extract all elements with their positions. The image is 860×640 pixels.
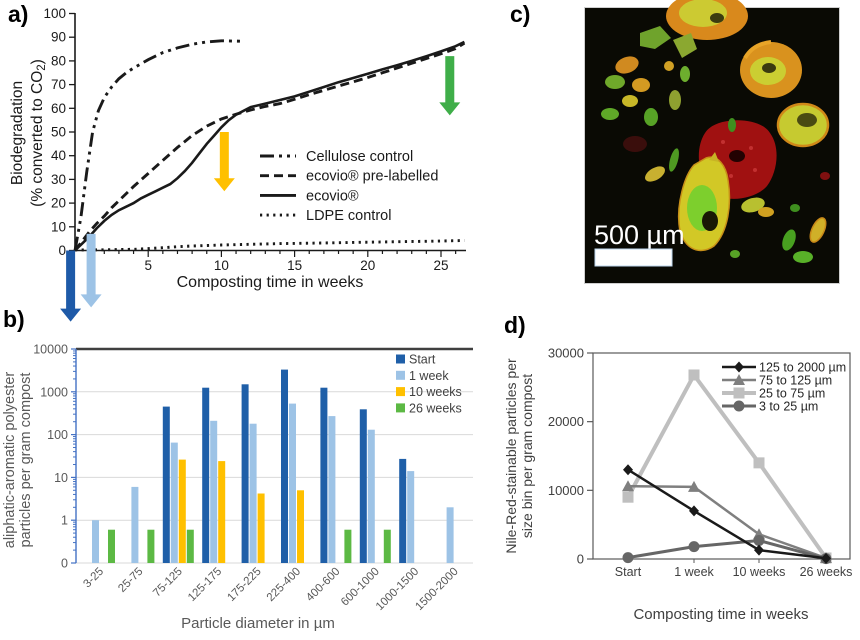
- svg-text:1 week: 1 week: [674, 565, 714, 579]
- micrograph-particles: [601, 0, 830, 263]
- a-series-dashdot: [73, 39, 241, 251]
- scale-bar: 500 µm: [594, 220, 685, 267]
- b-series-10-weeks: [178, 459, 304, 563]
- svg-text:1: 1: [61, 514, 68, 528]
- a-legend-0: Cellulose control: [306, 149, 413, 165]
- svg-text:0: 0: [58, 243, 66, 258]
- d-legend-0: 125 to 2000 µm: [759, 361, 846, 375]
- svg-text:10000: 10000: [33, 343, 68, 357]
- svg-text:5: 5: [144, 258, 152, 273]
- svg-text:25: 25: [433, 258, 448, 273]
- b-series-26-weeks: [108, 529, 391, 563]
- svg-text:30000: 30000: [548, 346, 584, 361]
- b-legend-2: 10 weeks: [409, 385, 462, 399]
- yellow-arrow: [213, 132, 235, 192]
- svg-text:60: 60: [51, 101, 66, 116]
- d-legend-3: 3 to 25 µm: [759, 400, 818, 414]
- svg-text:225-400: 225-400: [265, 566, 303, 604]
- svg-text:10: 10: [51, 219, 66, 234]
- a-legend-3: LDPE control: [306, 208, 391, 224]
- svg-text:75-125: 75-125: [151, 566, 185, 600]
- panel-b-label: b): [3, 306, 25, 332]
- d-ylabel-line2: size bin per gram compost: [519, 374, 535, 538]
- svg-text:50: 50: [51, 125, 66, 140]
- svg-text:1000: 1000: [40, 385, 68, 399]
- svg-text:10: 10: [54, 471, 68, 485]
- b-series-1-week: [92, 403, 454, 563]
- a-legend-2: ecovio®: [306, 188, 359, 204]
- b-xlabel: Particle diameter in µm: [181, 615, 335, 632]
- svg-text:0: 0: [61, 557, 68, 571]
- svg-text:10: 10: [214, 258, 229, 273]
- panel-c-label: c): [510, 1, 531, 27]
- light-blue-arrow: [80, 233, 102, 308]
- biodegradation-line-chart: 0 10 20 30 40 50 60 70 80 90 100 5 10 15 20 25 Compostin…: [9, 6, 466, 322]
- svg-text:40: 40: [51, 148, 66, 163]
- svg-text:0: 0: [577, 552, 584, 567]
- d-legend-2: 25 to 75 µm: [759, 387, 825, 401]
- panel-a-label: a): [8, 1, 29, 27]
- scale-bar-text: 500 µm: [594, 220, 685, 250]
- nile-red-particles-line-chart: 0 10000 20000 30000 Start 1 week 10 weeks 26 we…: [503, 346, 853, 624]
- svg-text:26 weeks: 26 weeks: [800, 565, 853, 579]
- a-series-dashed: [73, 41, 466, 252]
- svg-text:90: 90: [51, 30, 66, 45]
- svg-text:3-25: 3-25: [81, 566, 106, 591]
- a-series-solid: [74, 40, 465, 252]
- b-ylabel-line1: aliphatic-aromatic polyester: [2, 372, 18, 549]
- svg-text:10000: 10000: [548, 483, 584, 498]
- a-series-dotted: [74, 239, 465, 252]
- dark-blue-arrow: [60, 250, 82, 322]
- d-ylabel-line1: Nile-Red-stainable particles per: [503, 358, 519, 554]
- a-axes: [74, 13, 466, 252]
- svg-text:25-75: 25-75: [116, 566, 145, 595]
- svg-text:100: 100: [43, 6, 66, 21]
- svg-text:Start: Start: [615, 565, 642, 579]
- svg-text:20000: 20000: [548, 414, 584, 429]
- d-series-diamond: [623, 464, 831, 564]
- a-ylabel-line2: (% converted to CO2): [29, 59, 48, 207]
- svg-text:80: 80: [51, 53, 66, 68]
- b-ylabel-line2: particles per gram compost: [18, 373, 34, 548]
- svg-text:20: 20: [51, 196, 66, 211]
- a-ylabel-line1: Biodegradation: [9, 81, 26, 185]
- svg-text:70: 70: [51, 77, 66, 92]
- b-legend-1: 1 week: [409, 369, 449, 383]
- svg-text:175-225: 175-225: [225, 566, 263, 604]
- d-legend-1: 75 to 125 µm: [759, 374, 832, 388]
- panel-d-label: d): [504, 312, 526, 338]
- a-legend-1: ecovio® pre-labelled: [306, 169, 438, 185]
- svg-text:1500-2000: 1500-2000: [413, 566, 460, 613]
- b-legend-0: Start: [409, 353, 436, 367]
- svg-text:20: 20: [360, 258, 375, 273]
- svg-text:15: 15: [287, 258, 302, 273]
- scale-bar-rect: [594, 248, 673, 267]
- svg-text:100: 100: [47, 428, 68, 442]
- svg-text:400-600: 400-600: [304, 566, 342, 604]
- d-xlabel: Composting time in weeks: [633, 606, 808, 623]
- svg-text:30: 30: [51, 172, 66, 187]
- b-series-start: [162, 369, 407, 563]
- a-xlabel: Composting time in weeks: [177, 274, 364, 291]
- d-plot-box: [592, 352, 851, 560]
- b-legend-3: 26 weeks: [409, 401, 462, 415]
- svg-text:10 weeks: 10 weeks: [733, 565, 786, 579]
- svg-text:125-175: 125-175: [186, 566, 224, 604]
- fluorescence-micrograph: 500 µm: [584, 0, 840, 284]
- green-arrow: [439, 56, 461, 116]
